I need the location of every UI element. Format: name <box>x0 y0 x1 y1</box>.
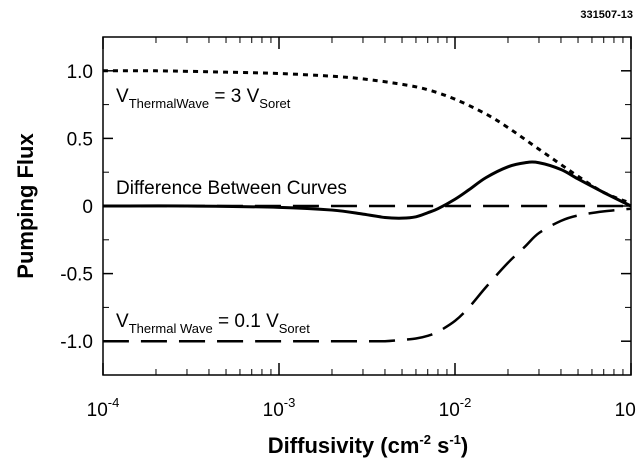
series-layer <box>102 69 632 343</box>
y-tick-label: 0.5 <box>67 129 93 150</box>
y-tick-label: -0.5 <box>60 265 93 286</box>
y-axis-title: Pumping Flux <box>13 133 38 279</box>
axis-layer: 10-4 10-3 10-2 10-1 1.0 0.5 0 -0.5 -1.0 <box>60 36 636 421</box>
figure-id: 331507-13 <box>580 9 633 21</box>
y-tick-label: 0 <box>82 197 93 218</box>
series-difference-curve <box>102 160 632 220</box>
x-tick-label: 10-3 <box>263 395 296 421</box>
annotation-lower-curve: VThermal Wave = 0.1 VSoret <box>116 311 310 336</box>
series-thermal-wave-0.1x-curve <box>103 207 632 343</box>
annotation-difference-curve: Difference Between Curves <box>116 178 347 199</box>
x-tick-label: 10-2 <box>439 395 472 421</box>
series-thermal-wave-3x-curve <box>102 69 632 205</box>
x-axis-title: Diffusivity (cm-2 s-1) <box>268 432 468 458</box>
annotation-upper-curve: VThermalWave = 3 VSoret <box>116 86 291 111</box>
x-tick-label: 10-4 <box>87 395 120 421</box>
y-tick-label: 1.0 <box>67 62 93 83</box>
x-tick-label: 10-1 <box>615 395 636 421</box>
y-tick-label: -1.0 <box>60 332 93 353</box>
